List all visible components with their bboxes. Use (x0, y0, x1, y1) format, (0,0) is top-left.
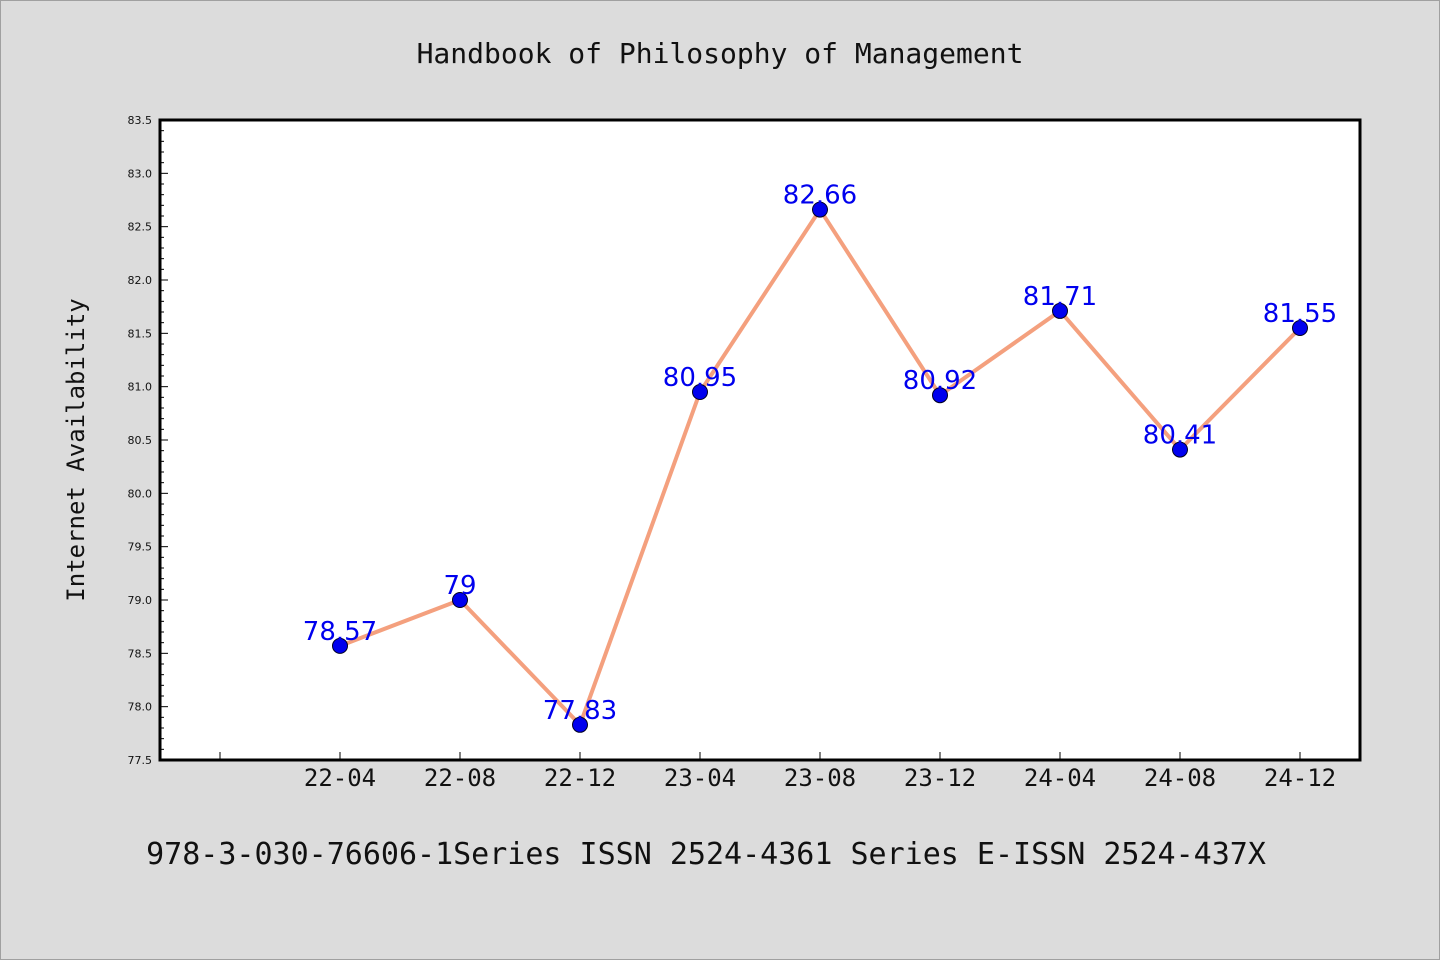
plot-area (160, 120, 1360, 760)
y-tick-label: 81.0 (128, 381, 153, 394)
data-label: 82.66 (783, 181, 857, 211)
x-tick-label: 23-04 (664, 764, 736, 792)
x-tick-label: 24-04 (1024, 764, 1096, 792)
y-tick-label: 82.0 (128, 274, 153, 287)
y-tick-label: 78.5 (128, 647, 153, 660)
data-point-marker (332, 637, 348, 654)
chart-title: Handbook of Philosophy of Management (417, 37, 1024, 70)
x-tick-label: 22-08 (424, 764, 496, 792)
x-tick-label: 24-12 (1264, 764, 1336, 792)
data-label: 79 (443, 571, 476, 601)
y-axis-label: Internet Availability (62, 298, 90, 601)
y-tick-label: 80.0 (128, 487, 153, 500)
x-tick-label: 24-08 (1144, 764, 1216, 792)
data-label: 81.55 (1263, 299, 1337, 329)
x-tick-label: 23-12 (904, 764, 976, 792)
y-tick-label: 78.0 (128, 701, 153, 714)
x-tick-label: 22-12 (544, 764, 616, 792)
data-point-marker (692, 384, 708, 400)
data-point-marker (812, 201, 828, 218)
series-line-group (332, 201, 1308, 733)
data-point-marker (572, 716, 588, 733)
y-tick-label: 77.5 (128, 754, 153, 767)
footer-text: 978-3-030-76606-1Series ISSN 2524-4361 S… (146, 837, 1266, 872)
data-label: 81.71 (1023, 282, 1097, 312)
y-axis: 77.5 78.0 78.5 79.0 79.5 80.0 80.5 81.0 81.5 82.0… (128, 114, 168, 767)
x-axis: 22-04 22-08 22-12 23-04 23-08 23-12 24-04 24-08… (219, 752, 1336, 792)
data-label: 78.57 (303, 617, 377, 647)
plot-border (158, 118, 1362, 762)
data-label: 80.95 (663, 363, 737, 393)
y-tick-label: 83.5 (128, 114, 153, 127)
y-tick-label: 83.0 (128, 167, 153, 180)
data-label: 77.83 (543, 696, 617, 726)
y-tick-label: 80.5 (128, 434, 153, 447)
x-tick-label: 23-08 (784, 764, 856, 792)
data-point-marker (1292, 320, 1308, 336)
data-label: 80.41 (1143, 421, 1217, 451)
data-label: 80.92 (903, 366, 977, 396)
data-labels-group: 78.57 79 77.83 80.95 82.66 80.92 81.71 80.41 81.… (303, 181, 1337, 726)
data-point-marker (1052, 302, 1068, 319)
data-point-marker (452, 592, 468, 608)
y-tick-label: 79.5 (128, 541, 153, 554)
y-tick-label: 81.5 (128, 327, 153, 340)
x-tick-label: 22-04 (304, 764, 376, 792)
y-tick-label: 82.5 (128, 221, 153, 234)
y-tick-label: 79.0 (128, 594, 153, 607)
data-point-marker (1172, 441, 1188, 458)
data-point-marker (932, 387, 948, 404)
